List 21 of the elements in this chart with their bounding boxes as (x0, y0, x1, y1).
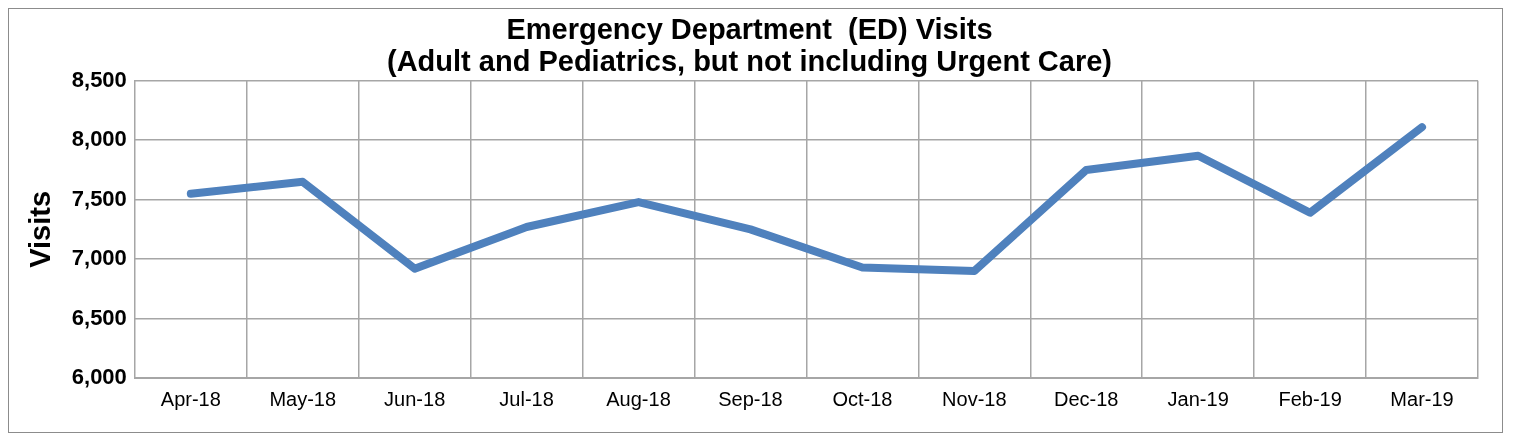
y-tick-label: 7,500 (71, 185, 127, 211)
text: Emergency Department (ED) Visits (506, 12, 993, 45)
y-tick-label: 7,000 (71, 245, 127, 271)
x-tick-label: Feb-19 (1278, 387, 1342, 410)
y-tick-label: 6,500 (71, 304, 127, 330)
y-tick-label: 8,000 (71, 126, 127, 152)
x-tick-label: Dec-18 (1054, 387, 1119, 410)
x-tick-label: May-18 (269, 387, 337, 410)
x-tick-label: Jun-18 (384, 387, 446, 410)
text: (Adult and Pediatrics, but not including Urgent Care) (386, 44, 1113, 77)
x-tick-label: Jul-18 (499, 387, 554, 410)
x-tick-label: Sep-18 (718, 387, 783, 410)
x-tick-label: Jan-19 (1167, 387, 1229, 410)
x-tick-label: Mar-19 (1390, 387, 1454, 410)
x-tick-label: Oct-18 (832, 387, 893, 410)
y-tick-label: 6,000 (71, 364, 127, 390)
x-tick-label: Aug-18 (606, 387, 671, 410)
x-tick-label: Nov-18 (942, 387, 1007, 410)
y-axis-title: Visits (24, 190, 57, 268)
x-tick-label: Apr-18 (160, 387, 221, 410)
y-tick-label: 8,500 (71, 66, 127, 92)
